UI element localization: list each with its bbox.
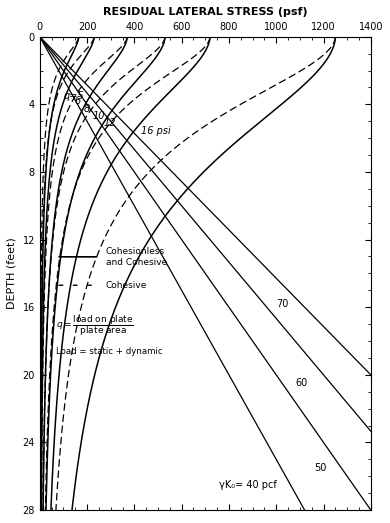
Text: 6: 6 [74, 96, 80, 106]
Text: 16 psi: 16 psi [142, 127, 171, 137]
Text: γK₀= 40 pcf: γK₀= 40 pcf [220, 480, 277, 490]
Text: 70: 70 [276, 299, 289, 309]
Text: 8: 8 [83, 104, 90, 113]
Text: $q = \dfrac{\mathrm{load\ on\ plate}}{\mathrm{plate\ area}}$: $q = \dfrac{\mathrm{load\ on\ plate}}{\m… [56, 314, 134, 338]
X-axis label: RESIDUAL LATERAL STRESS (psf): RESIDUAL LATERAL STRESS (psf) [103, 7, 308, 17]
Y-axis label: DEPTH (feet): DEPTH (feet) [7, 237, 17, 309]
Text: 60: 60 [295, 378, 307, 388]
Text: q=5: q=5 [64, 91, 84, 101]
Text: 50: 50 [314, 463, 326, 473]
Text: Cohesive: Cohesive [106, 281, 147, 290]
Text: Load = static + dynamic: Load = static + dynamic [56, 347, 163, 356]
Text: Cohesionless
and Cohesive: Cohesionless and Cohesive [106, 247, 167, 267]
Text: 12: 12 [104, 118, 116, 128]
Text: 10: 10 [93, 111, 105, 121]
